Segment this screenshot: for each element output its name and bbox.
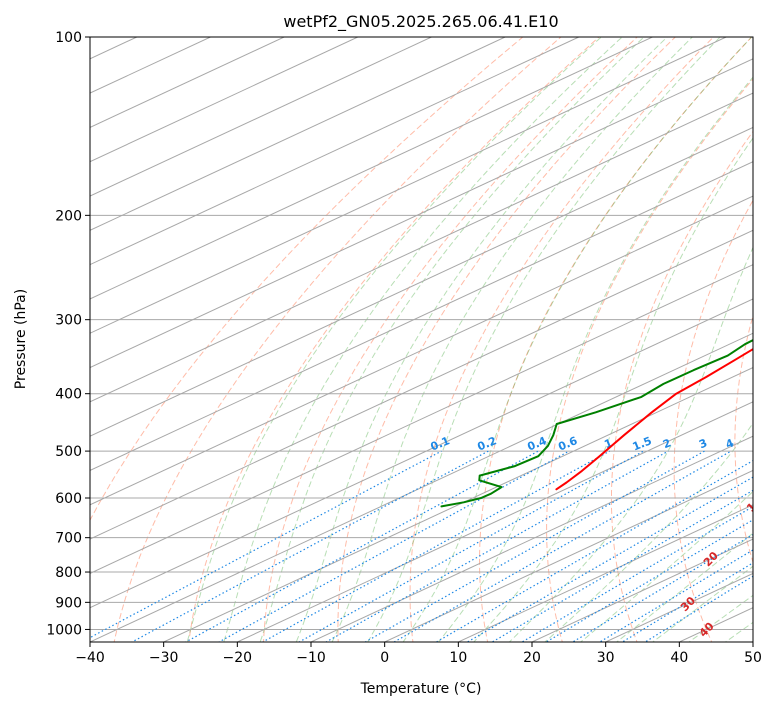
y-tick-label: 700 [55, 531, 82, 547]
y-tick-label: 100 [55, 30, 82, 46]
x-axis-label: Temperature (°C) [360, 681, 482, 697]
x-tick-label: −40 [75, 650, 105, 666]
x-tick-label: −10 [296, 650, 326, 666]
y-axis-label: Pressure (hPa) [13, 289, 29, 389]
y-tick-label: 500 [55, 444, 82, 460]
x-tick-label: 20 [523, 650, 541, 666]
x-tick-label: −20 [223, 650, 253, 666]
y-tick-label: 300 [55, 313, 82, 329]
y-tick-label: 600 [55, 491, 82, 507]
x-tick-label: 40 [670, 650, 688, 666]
y-tick-label: 900 [55, 595, 82, 611]
x-tick-label: 50 [744, 650, 762, 666]
x-tick-label: 10 [449, 650, 467, 666]
y-tick-label: 200 [55, 208, 82, 224]
x-tick-label: 30 [597, 650, 615, 666]
chart-title: wetPf2_GN05.2025.265.06.41.E10 [283, 12, 558, 32]
x-tick-label: 0 [380, 650, 389, 666]
y-tick-label: 400 [55, 387, 82, 403]
y-tick-label: 1000 [46, 622, 82, 638]
x-tick-label: −30 [149, 650, 179, 666]
y-tick-label: 800 [55, 565, 82, 581]
